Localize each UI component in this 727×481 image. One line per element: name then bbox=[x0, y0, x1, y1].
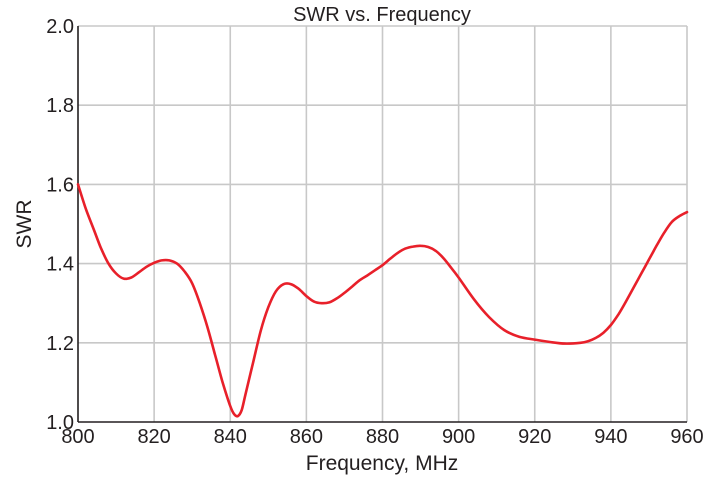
chart-title: SWR vs. Frequency bbox=[293, 4, 471, 26]
y-tick-label: 1.2 bbox=[46, 333, 74, 355]
x-tick-label: 960 bbox=[670, 426, 703, 448]
grid-vertical bbox=[153, 26, 688, 422]
swr-series-line bbox=[76, 183, 689, 418]
y-tick-label: 1.8 bbox=[46, 95, 74, 117]
y-tick-label: 2.0 bbox=[46, 16, 74, 38]
x-tick-label: 900 bbox=[442, 426, 475, 448]
y-axis-label: SWR bbox=[13, 200, 36, 249]
x-tick-label: 880 bbox=[366, 426, 399, 448]
x-tick-label: 940 bbox=[594, 426, 627, 448]
y-tick-label: 1.6 bbox=[46, 174, 74, 196]
y-tick-labels: 1.0 1.2 1.4 1.6 1.8 2.0 bbox=[46, 16, 74, 434]
x-tick-label: 800 bbox=[61, 426, 94, 448]
x-tick-labels: 800 820 840 860 880 900 920 940 960 bbox=[61, 426, 703, 448]
x-tick-label: 820 bbox=[137, 426, 170, 448]
x-tick-label: 840 bbox=[214, 426, 247, 448]
x-tick-label: 860 bbox=[290, 426, 323, 448]
x-axis-label: Frequency, MHz bbox=[306, 452, 459, 475]
y-tick-label: 1.0 bbox=[46, 412, 74, 434]
y-tick-label: 1.4 bbox=[46, 254, 74, 276]
x-tick-label: 920 bbox=[518, 426, 551, 448]
